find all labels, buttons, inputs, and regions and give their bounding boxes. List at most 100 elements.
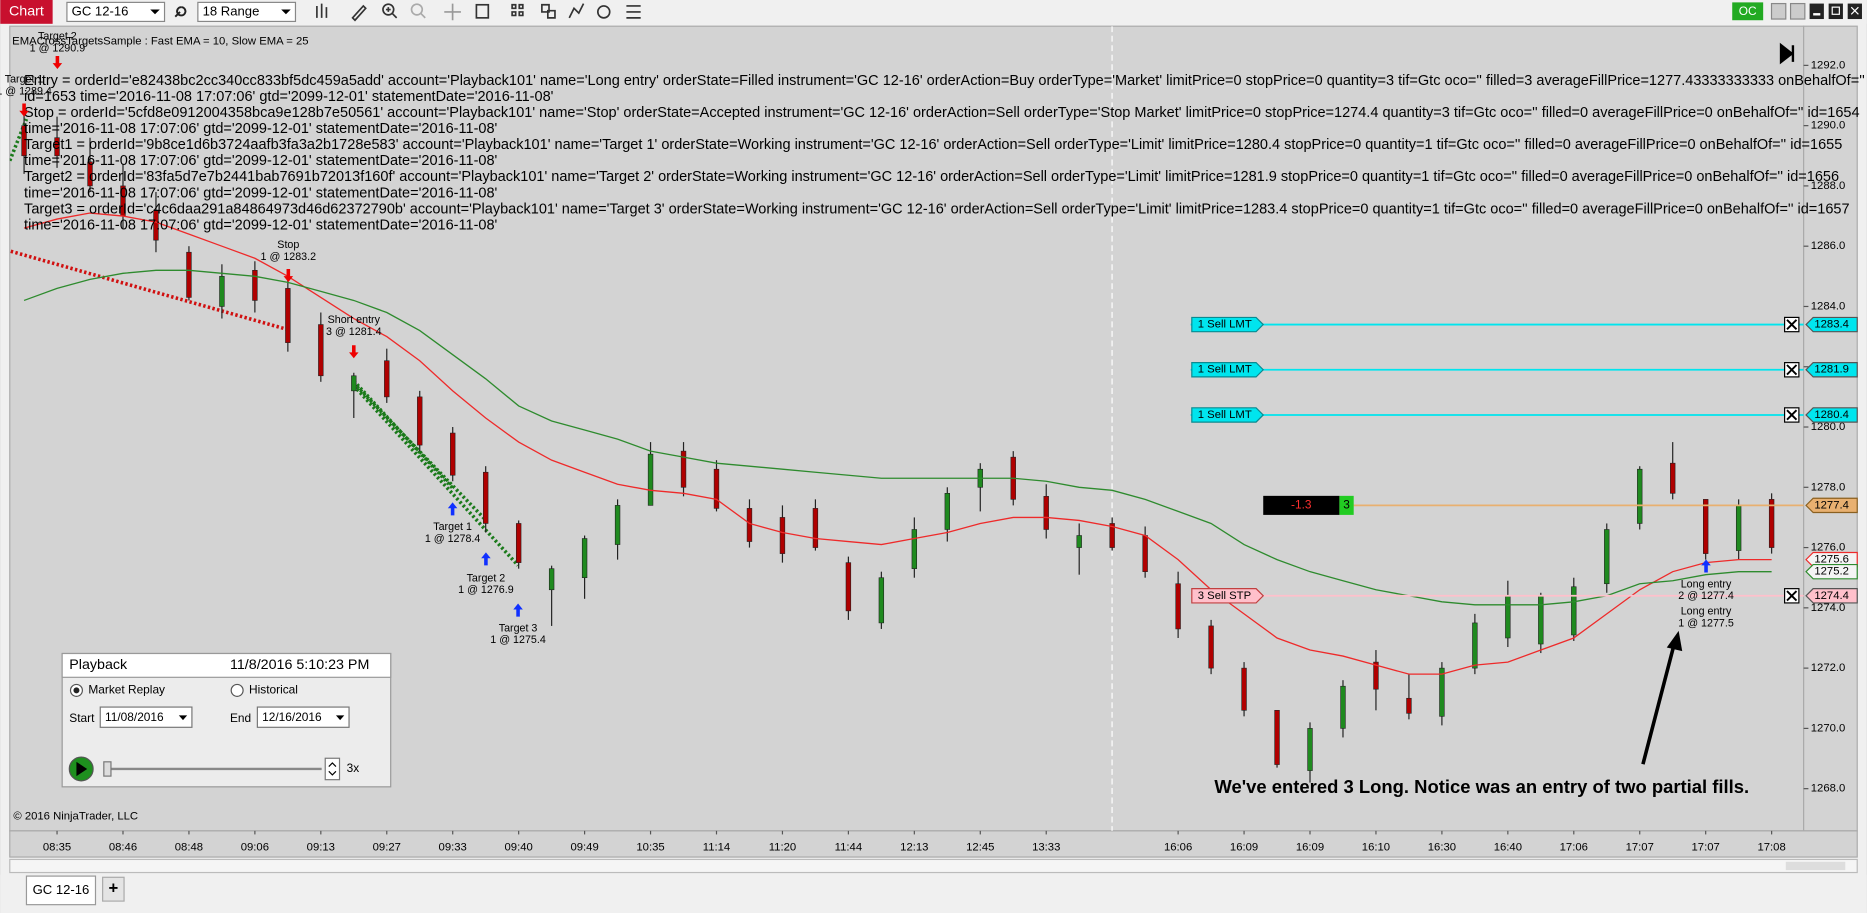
order-cancel-x (1786, 319, 1798, 330)
dropdown-arrow (150, 9, 160, 15)
order-label: 1 Sell LMT (1198, 364, 1252, 376)
speed-spinner[interactable] (324, 757, 341, 781)
price-tag-label: 1281.9 (1814, 364, 1849, 376)
candle-body (186, 251, 192, 298)
window-buttons[interactable] (1770, 2, 1862, 20)
y-tick-label: 1280.0 (1811, 421, 1846, 433)
x-tick-label: 17:07 (1626, 842, 1654, 854)
bartype-select[interactable] (197, 1, 297, 23)
x-tick-label: 12:45 (966, 842, 994, 854)
search-icon[interactable] (174, 6, 187, 18)
candle-body (1307, 728, 1313, 771)
x-tick-label: 17:06 (1560, 842, 1588, 854)
trade-line (352, 379, 520, 567)
playback-panel: Playback 11/8/2016 5:10:23 PM Market Rep… (61, 652, 392, 788)
order-log-line: Stop = orderId='5cfd8e0912004358bca9e128… (24, 105, 1859, 121)
start-label: Start (69, 711, 95, 725)
scrollbar[interactable] (9, 858, 1858, 874)
y-tick-label: 1268.0 (1811, 783, 1846, 795)
candle-body (812, 508, 819, 548)
annotation-arrowhead (1666, 630, 1683, 652)
price-tag (1805, 316, 1858, 333)
candle-body (1340, 685, 1346, 729)
instrument-text: GC 12-16 (72, 3, 129, 18)
x-tick-label: 17:08 (1757, 842, 1785, 854)
order-log-line: time='2016-11-08 17:07:06' gtd='2099-12-… (24, 153, 497, 169)
oc-button[interactable] (1732, 2, 1764, 21)
radio-dot (73, 687, 80, 694)
start-date-field[interactable] (99, 706, 193, 728)
x-tick-label: 16:09 (1296, 842, 1324, 854)
candle-body (1208, 625, 1214, 669)
x-tick-label: 16:40 (1494, 842, 1522, 854)
order-box[interactable] (1191, 362, 1265, 378)
candle-body (1768, 499, 1775, 548)
x-tick-label: 08:46 (109, 842, 137, 854)
order-log-line: time='2016-11-08 17:07:06' gtd='2099-12-… (24, 217, 497, 233)
candle-body (153, 209, 159, 241)
price-tag (1805, 588, 1858, 604)
candle-body (1373, 661, 1379, 690)
x-tick-label: 08:35 (43, 842, 71, 854)
x-tick-label: 08:48 (175, 842, 203, 854)
marker-fill: 2 @ 1277.4 (1678, 590, 1734, 602)
order-log-line: id=1653 time='2016-11-08 17:07:06' gtd='… (24, 89, 554, 105)
scroll-end-button[interactable] (1779, 42, 1795, 65)
candle-body (318, 324, 324, 377)
marker-name: Short entry (328, 314, 381, 326)
price-tag-label: 1275.6 (1814, 554, 1849, 566)
speed-slider[interactable] (103, 761, 112, 777)
candle-body (911, 529, 918, 569)
x-tick-label: 11:14 (703, 842, 730, 854)
price-tag (1805, 407, 1858, 423)
candle-body (252, 270, 258, 301)
annotation: We've entered 3 Long. Notice was an entr… (1214, 776, 1749, 797)
x-tick-label: 09:06 (241, 842, 269, 854)
marker-arrow (1701, 559, 1711, 573)
price-tag (1805, 362, 1858, 378)
candle-body (417, 396, 423, 446)
marker-fill: 1 @ 1275.4 (490, 634, 546, 646)
price-tag (1805, 497, 1858, 514)
marker-fill: 3 @ 1281.4 (326, 326, 382, 338)
order-box[interactable] (1191, 407, 1265, 423)
order-box[interactable] (1191, 316, 1265, 333)
radio-historical-label: Historical (249, 683, 298, 697)
candle-body (779, 517, 786, 554)
candle-body (614, 505, 621, 545)
y-tick-label: 1288.0 (1811, 180, 1846, 192)
toolbar-icons[interactable] (316, 3, 641, 22)
y-tick-label: 1270.0 (1811, 722, 1846, 734)
candle-body (581, 538, 588, 579)
scroll-thumb[interactable] (1785, 861, 1846, 871)
spinner-arrows (328, 762, 337, 776)
x-tick-label: 17:07 (1692, 842, 1720, 854)
overlay-layer: EMACrossTargetsSample : Fast EMA = 10, S… (0, 31, 1865, 854)
end-date-field[interactable] (256, 706, 350, 728)
candle-body (944, 493, 950, 530)
candle-body (1505, 595, 1511, 639)
instrument-select[interactable] (66, 1, 166, 23)
order-box[interactable] (1191, 588, 1265, 604)
order-label: 1 Sell LMT (1198, 319, 1252, 331)
order-log-line: time='2016-11-08 17:07:06' gtd='2099-12-… (24, 121, 497, 137)
oc-label: OC (1739, 4, 1757, 18)
candle-body (878, 577, 885, 624)
y-tick-label: 1286.0 (1811, 240, 1846, 252)
price-tag-label: 1280.4 (1814, 409, 1849, 421)
marker-fill: 1 @ 1278.4 (425, 533, 481, 545)
instrument-tab[interactable] (25, 875, 97, 906)
candle-body (746, 508, 753, 542)
candle-body (483, 471, 489, 524)
x-tick-label: 11:44 (835, 842, 862, 854)
x-tick-label: 09:33 (439, 842, 467, 854)
marker-arrow (283, 269, 294, 283)
candle-body (219, 276, 225, 307)
chart-tab[interactable] (0, 0, 53, 24)
radio-historical[interactable] (230, 683, 244, 697)
add-tab-button[interactable] (102, 876, 125, 902)
price-tag (1805, 563, 1858, 580)
y-tick-label: 1292.0 (1811, 59, 1846, 71)
x-tick-label: 16:06 (1164, 842, 1192, 854)
